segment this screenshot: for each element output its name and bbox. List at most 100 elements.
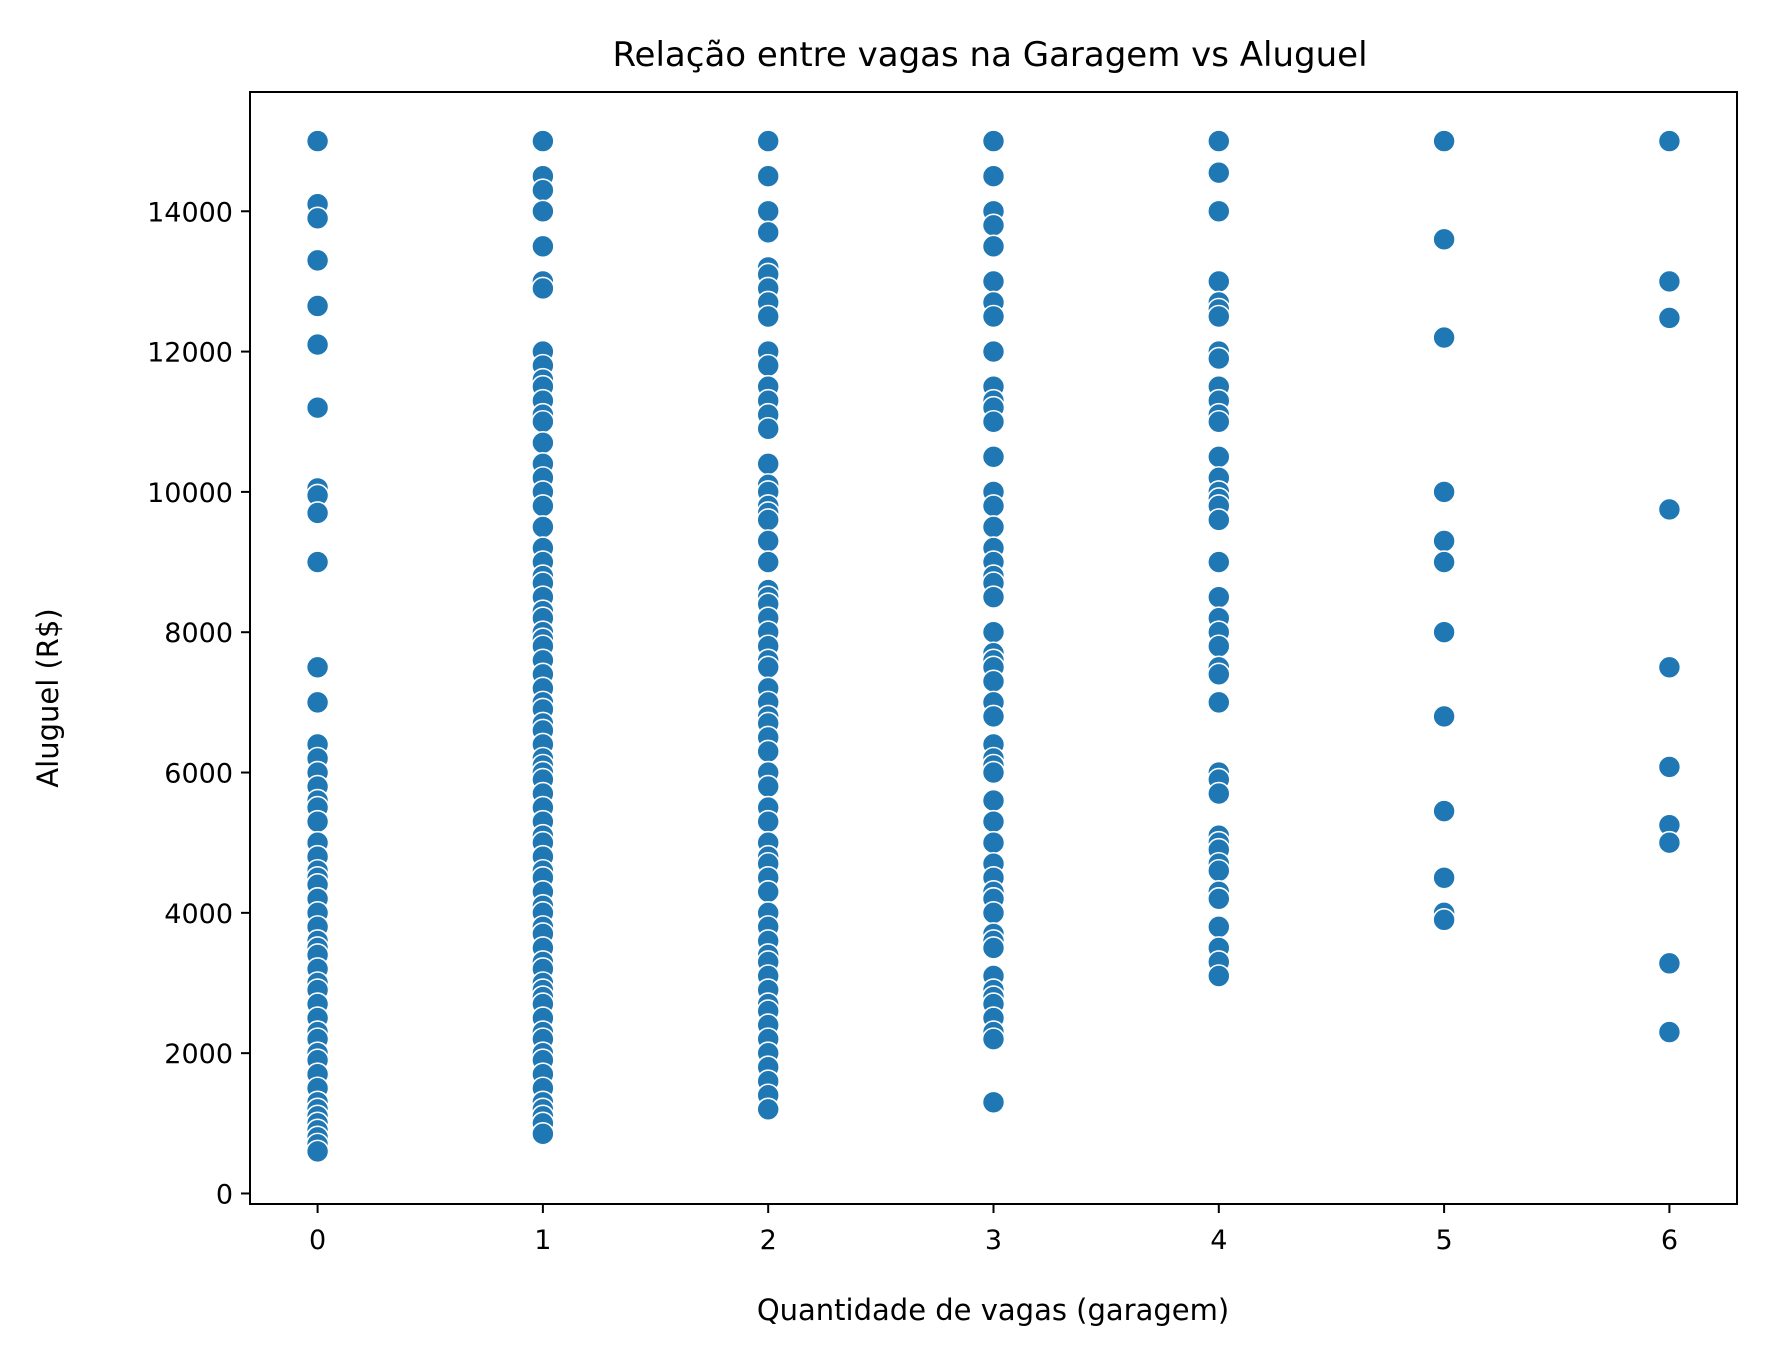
data-point: [1207, 304, 1231, 329]
data-point: [1432, 620, 1456, 645]
data-point: [305, 809, 330, 834]
data-point: [756, 304, 781, 329]
data-point: [1432, 325, 1456, 350]
data-point: [1207, 199, 1231, 224]
data-point: [981, 1090, 1006, 1115]
data-point: [981, 585, 1006, 609]
data-point: [756, 220, 781, 245]
data-point: [531, 178, 555, 203]
data-point: [1657, 951, 1682, 976]
data-point: [981, 445, 1006, 469]
x-tick-label: 2: [760, 1225, 777, 1256]
data-point: [981, 809, 1006, 834]
data-point: [531, 234, 555, 259]
data-point: [1657, 1020, 1682, 1044]
y-tick-label: 0: [216, 1179, 233, 1210]
data-point: [1207, 550, 1231, 574]
data-point: [981, 704, 1006, 729]
y-tick-label: 12000: [147, 338, 233, 369]
x-tick-label: 3: [985, 1225, 1002, 1256]
data-point: [1432, 129, 1456, 153]
data-point: [305, 248, 330, 273]
data-point: [305, 129, 330, 153]
data-point: [1207, 445, 1231, 469]
chart-title: Relação entre vagas na Garagem vs Alugue…: [612, 35, 1367, 75]
data-point: [1657, 306, 1682, 330]
data-point: [1207, 915, 1231, 939]
data-point: [1657, 655, 1682, 680]
data-point: [981, 830, 1006, 855]
data-point: [1432, 550, 1456, 574]
data-point: [981, 304, 1006, 329]
data-point: [531, 515, 555, 539]
data-point: [305, 655, 330, 680]
data-point: [981, 788, 1006, 813]
data-point: [756, 550, 781, 574]
data-point: [756, 199, 781, 224]
data-point: [1207, 269, 1231, 294]
data-point: [1207, 129, 1231, 153]
y-tick-label: 2000: [164, 1039, 233, 1070]
data-point: [1432, 799, 1456, 823]
x-tick-label: 6: [1661, 1225, 1678, 1256]
data-point: [756, 739, 781, 764]
data-point: [1432, 704, 1456, 729]
data-point: [756, 164, 781, 188]
data-point: [1207, 690, 1231, 715]
data-point: [756, 353, 781, 378]
data-point: [305, 206, 330, 231]
data-point: [981, 269, 1006, 294]
data-point: [305, 294, 330, 318]
data-point: [981, 339, 1006, 364]
data-point: [1207, 160, 1231, 185]
y-axis: 0 2000 4000 6000 8000 10000 12000 14000: [147, 197, 250, 1210]
x-axis-title: Quantidade de vagas (garagem): [757, 1293, 1229, 1327]
data-point: [1207, 887, 1231, 911]
y-tick-label: 4000: [164, 899, 233, 930]
data-point: [756, 416, 781, 441]
data-point: [305, 690, 330, 715]
data-point: [981, 164, 1006, 188]
data-point: [1207, 346, 1231, 371]
data-point: [305, 395, 330, 420]
data-point: [1207, 508, 1231, 532]
y-tick-label: 6000: [164, 759, 233, 790]
x-axis: 0 1 2 3 4 5 6: [309, 1204, 1678, 1256]
data-point: [981, 213, 1006, 238]
data-point: [756, 774, 781, 799]
data-point: [981, 760, 1006, 785]
x-tick-label: 1: [534, 1225, 551, 1256]
data-point: [1207, 964, 1231, 988]
y-tick-label: 10000: [147, 478, 233, 509]
data-point: [981, 620, 1006, 645]
data-point: [1207, 634, 1231, 659]
data-point: [756, 1097, 781, 1122]
data-point: [531, 494, 555, 518]
data-point: [981, 669, 1006, 694]
points-layer: [305, 129, 1682, 1164]
data-point: [1432, 529, 1456, 553]
data-point: [305, 1139, 330, 1164]
data-point: [1432, 227, 1456, 252]
data-point: [981, 936, 1006, 960]
y-tick-label: 14000: [147, 197, 233, 228]
data-point: [1432, 908, 1456, 932]
data-point: [756, 508, 781, 532]
data-point: [531, 430, 555, 455]
data-point: [1207, 409, 1231, 434]
data-point: [756, 879, 781, 904]
data-point: [1432, 480, 1456, 504]
data-point: [981, 234, 1006, 259]
data-point: [531, 129, 555, 153]
data-point: [531, 409, 555, 434]
data-point: [756, 809, 781, 834]
data-point: [531, 276, 555, 301]
data-point: [1432, 865, 1456, 890]
data-point: [1657, 755, 1682, 779]
data-point: [305, 550, 330, 574]
data-point: [756, 129, 781, 153]
data-point: [756, 529, 781, 553]
data-point: [981, 409, 1006, 434]
